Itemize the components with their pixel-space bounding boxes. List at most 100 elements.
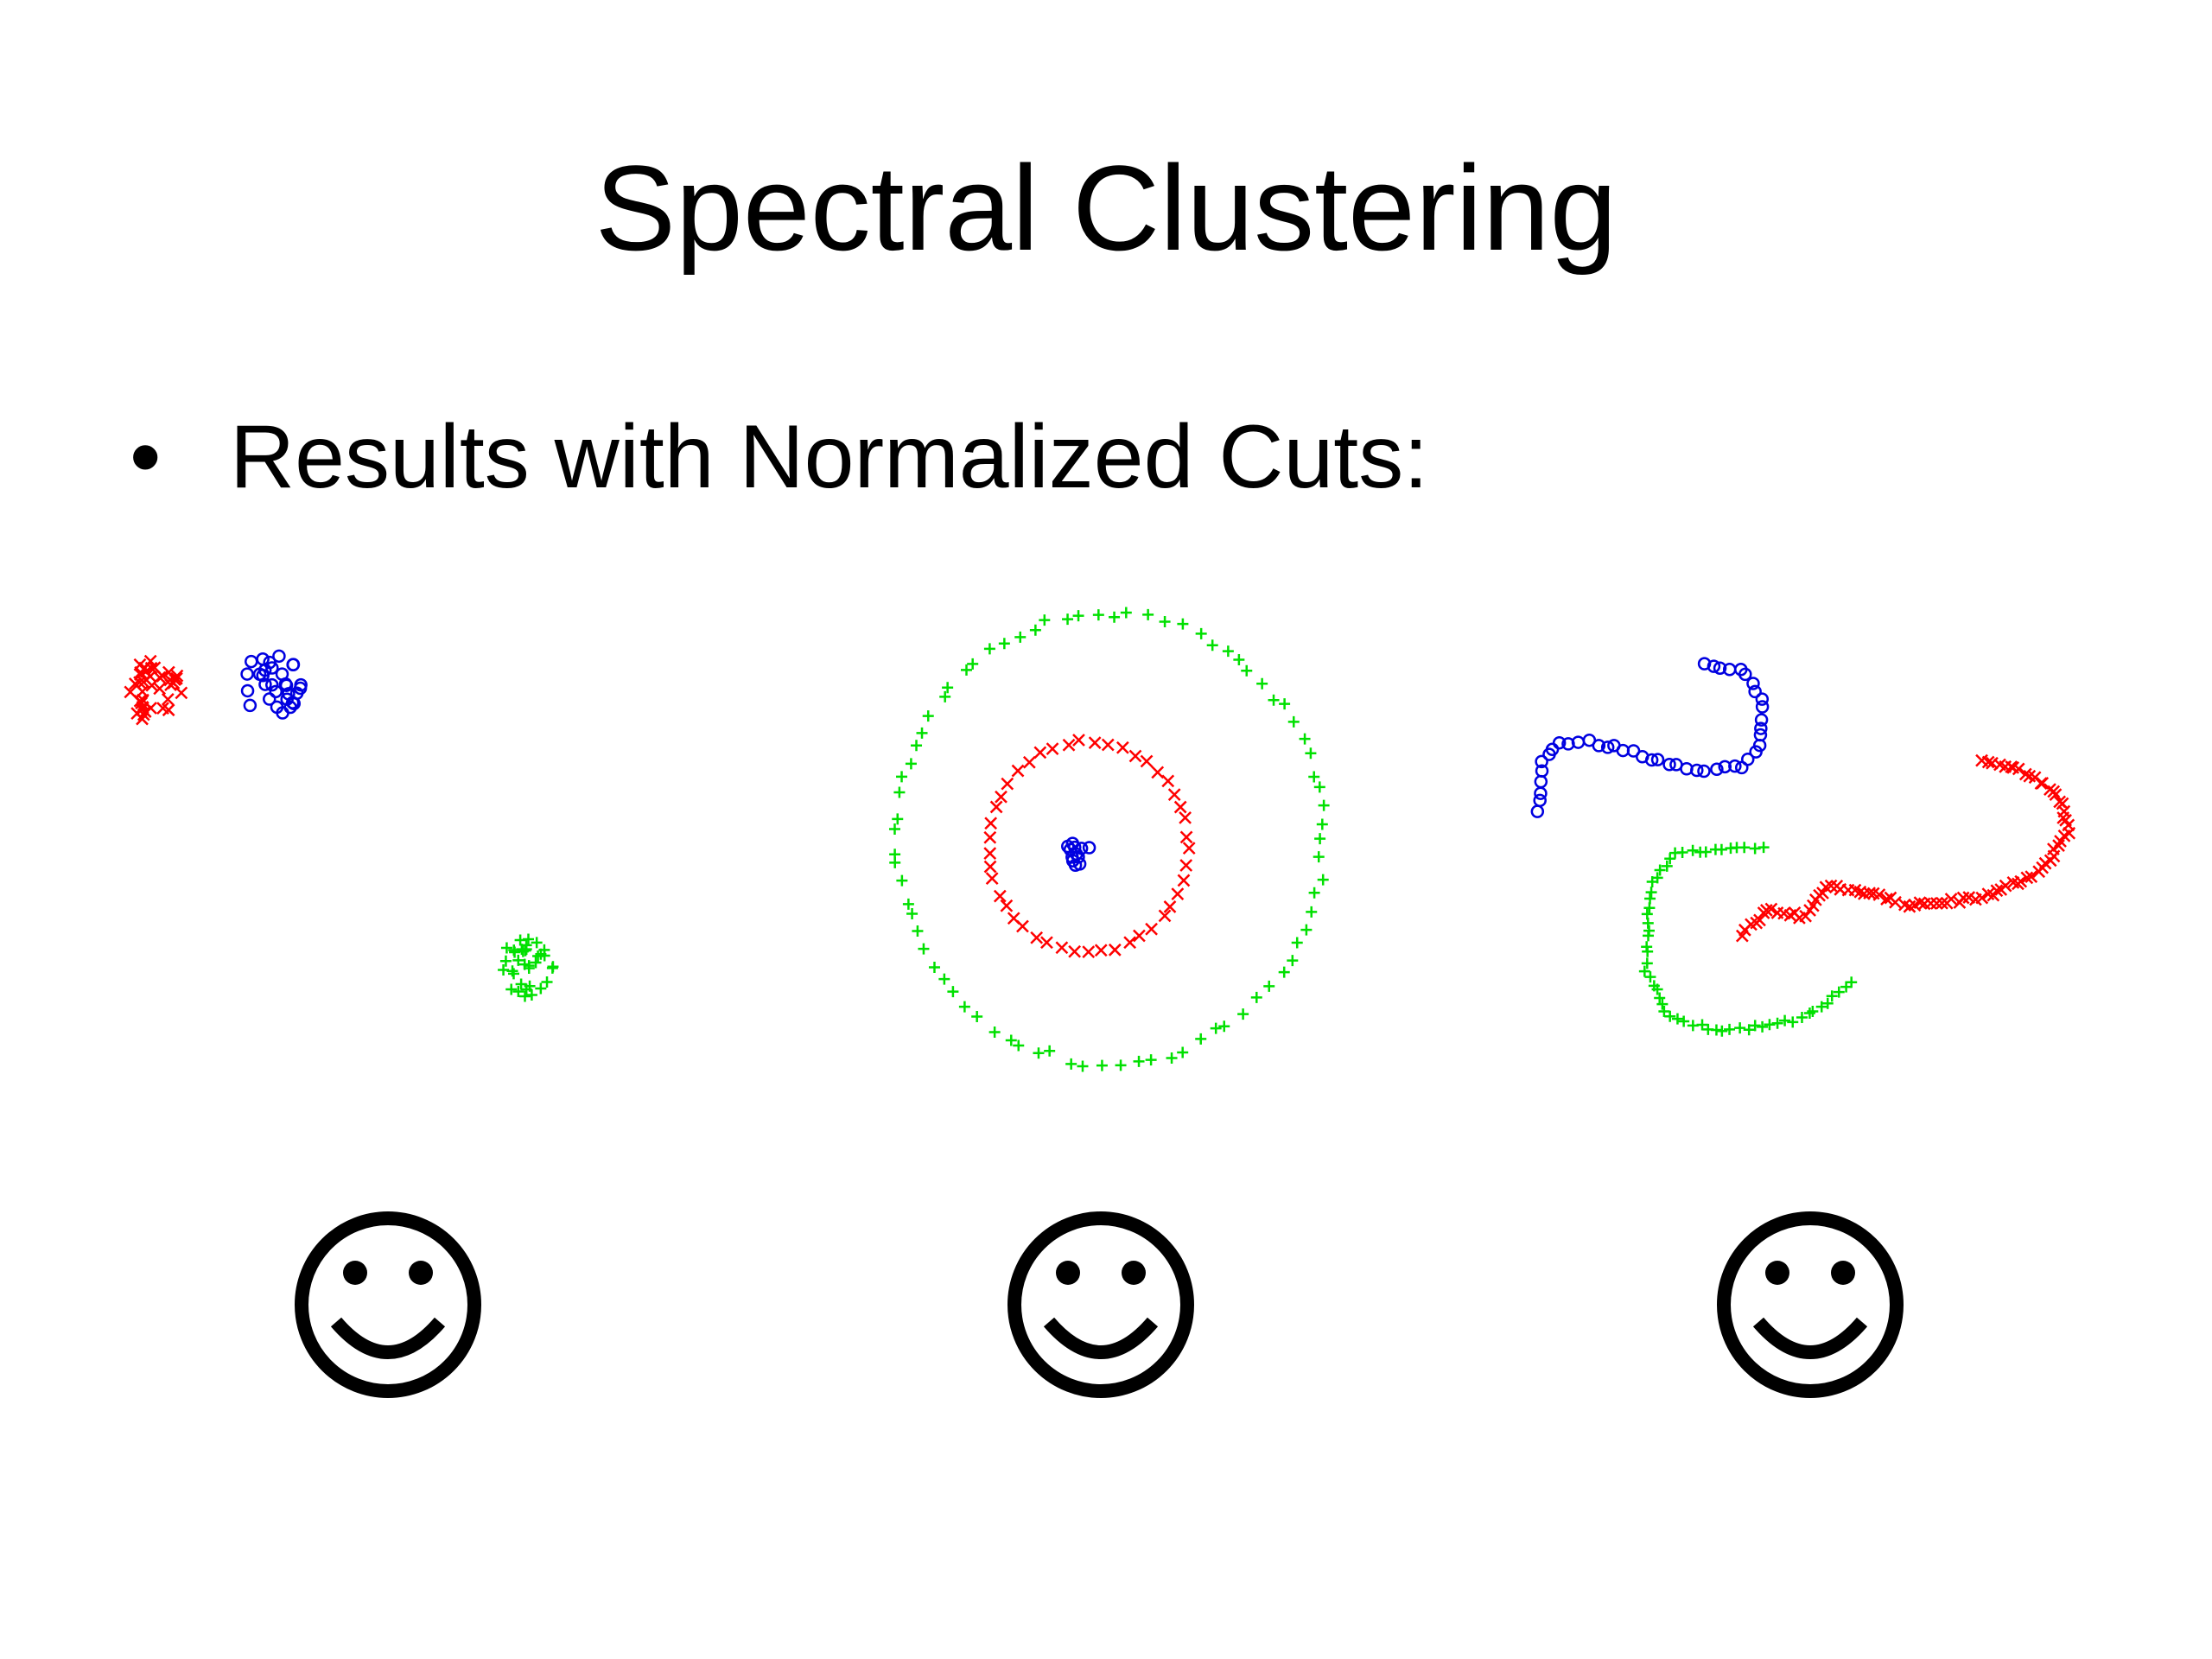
scatter-marker xyxy=(984,817,998,830)
scatter-marker xyxy=(1179,830,1193,844)
scatter-marker xyxy=(1755,692,1770,706)
scatter-marker xyxy=(2024,870,2038,884)
scatter-marker xyxy=(1986,756,1999,770)
scatter-marker xyxy=(1975,891,1989,905)
scatter-marker xyxy=(1651,983,1663,995)
scatter-marker xyxy=(1039,614,1051,626)
scatter-marker xyxy=(1718,760,1732,774)
scatter-marker xyxy=(1279,698,1291,710)
scatter-marker xyxy=(1748,684,1762,699)
scatter-marker xyxy=(279,678,294,692)
scatter-marker xyxy=(1182,842,1196,855)
scatter-marker xyxy=(958,1001,970,1013)
scatter-marker xyxy=(1740,752,1755,766)
scatter-marker xyxy=(164,678,177,692)
scatter-marker xyxy=(1846,976,1858,988)
scatter-marker xyxy=(1179,859,1193,872)
scatter-marker xyxy=(143,670,157,683)
scatter-marker xyxy=(1863,887,1876,899)
scatter-marker xyxy=(1007,912,1020,925)
scatter-marker xyxy=(1535,764,1549,778)
scatter-marker xyxy=(1044,1045,1056,1057)
scatter-marker xyxy=(1753,913,1766,927)
scatter-marker xyxy=(983,830,997,844)
scatter-marker xyxy=(1600,741,1615,754)
scatter-marker xyxy=(1308,887,1320,899)
scatter-marker xyxy=(889,823,900,836)
scatter-marker xyxy=(507,968,519,980)
scatter-marker xyxy=(1799,909,1812,923)
scatter-marker xyxy=(1250,991,1262,1003)
scatter-marker xyxy=(1930,897,1943,910)
scatter-marker xyxy=(256,652,270,666)
scatter-marker xyxy=(1241,664,1253,677)
scatter-marker xyxy=(1318,799,1330,811)
scatter-marker xyxy=(1713,661,1727,675)
scatter-marker xyxy=(983,847,997,861)
bullet-item: • Results with Normalized Cuts: xyxy=(130,406,1428,509)
scatter-marker xyxy=(928,962,940,974)
scatter-marker xyxy=(1754,721,1768,735)
scatter-marker xyxy=(512,954,524,966)
scatter-marker xyxy=(269,684,283,699)
scatter-marker xyxy=(1163,900,1177,913)
scatter-marker xyxy=(2020,871,2034,885)
scatter-marker xyxy=(1210,1022,1222,1034)
scatter-marker xyxy=(1237,1008,1249,1020)
scatter-marker xyxy=(1807,1006,1819,1018)
scatter-marker xyxy=(1646,876,1658,888)
scatter-marker xyxy=(1072,734,1085,747)
scatter-marker xyxy=(538,950,550,962)
scatter-marker xyxy=(947,986,959,998)
scatter-marker xyxy=(989,800,1003,814)
scatter-marker xyxy=(1116,741,1129,754)
scatter-marker xyxy=(1764,1019,1776,1031)
bullet-text: Results with Normalized Cuts: xyxy=(230,407,1429,507)
scatter-marker xyxy=(1764,902,1778,916)
scatter-marker xyxy=(240,667,254,681)
scatter-marker xyxy=(1924,897,1937,910)
scatter-marker xyxy=(245,654,258,669)
scatter-marker xyxy=(1313,781,1325,793)
scatter-marker xyxy=(162,665,175,679)
scatter-marker xyxy=(1671,1013,1683,1025)
scatter-marker xyxy=(175,686,188,700)
scatter-marker xyxy=(1040,936,1053,950)
scatter-marker xyxy=(1030,931,1044,944)
scatter-marker xyxy=(519,990,531,1002)
scatter-marker xyxy=(1082,945,1096,959)
scatter-marker xyxy=(942,682,954,694)
scatter-marker xyxy=(500,942,512,954)
scatter-marker xyxy=(1014,631,1027,643)
scatter-marker xyxy=(1533,793,1547,808)
scatter-marker xyxy=(143,654,157,668)
scatter-marker xyxy=(1534,786,1548,800)
scatter-marker xyxy=(892,813,904,825)
scatter-marker xyxy=(1287,715,1300,728)
scatter-marker xyxy=(1317,874,1329,886)
scatter-marker xyxy=(520,939,532,951)
scatter-marker xyxy=(1145,922,1158,936)
scatter-marker xyxy=(2053,795,2067,809)
scatter-marker xyxy=(1256,677,1268,690)
scatter-marker xyxy=(1029,624,1041,636)
scatter-marker xyxy=(506,965,518,977)
scatter-marker xyxy=(1167,788,1181,802)
scatter-marker xyxy=(983,643,995,655)
scatter-marker xyxy=(1687,844,1699,856)
scatter-marker xyxy=(988,1026,1001,1038)
scatter-marker xyxy=(1787,1016,1799,1028)
scatter-marker xyxy=(1650,753,1665,766)
scatter-marker xyxy=(525,989,537,1001)
scatter-marker xyxy=(1880,893,1893,906)
scatter-marker xyxy=(1661,860,1673,872)
scatter-marker xyxy=(124,685,137,699)
scatter-marker xyxy=(1643,902,1656,914)
scatter-marker xyxy=(1644,971,1656,983)
scatter-marker xyxy=(243,698,257,713)
scatter-marker xyxy=(1308,771,1320,783)
scatter-marker xyxy=(893,786,906,798)
scatter-marker xyxy=(286,658,301,671)
